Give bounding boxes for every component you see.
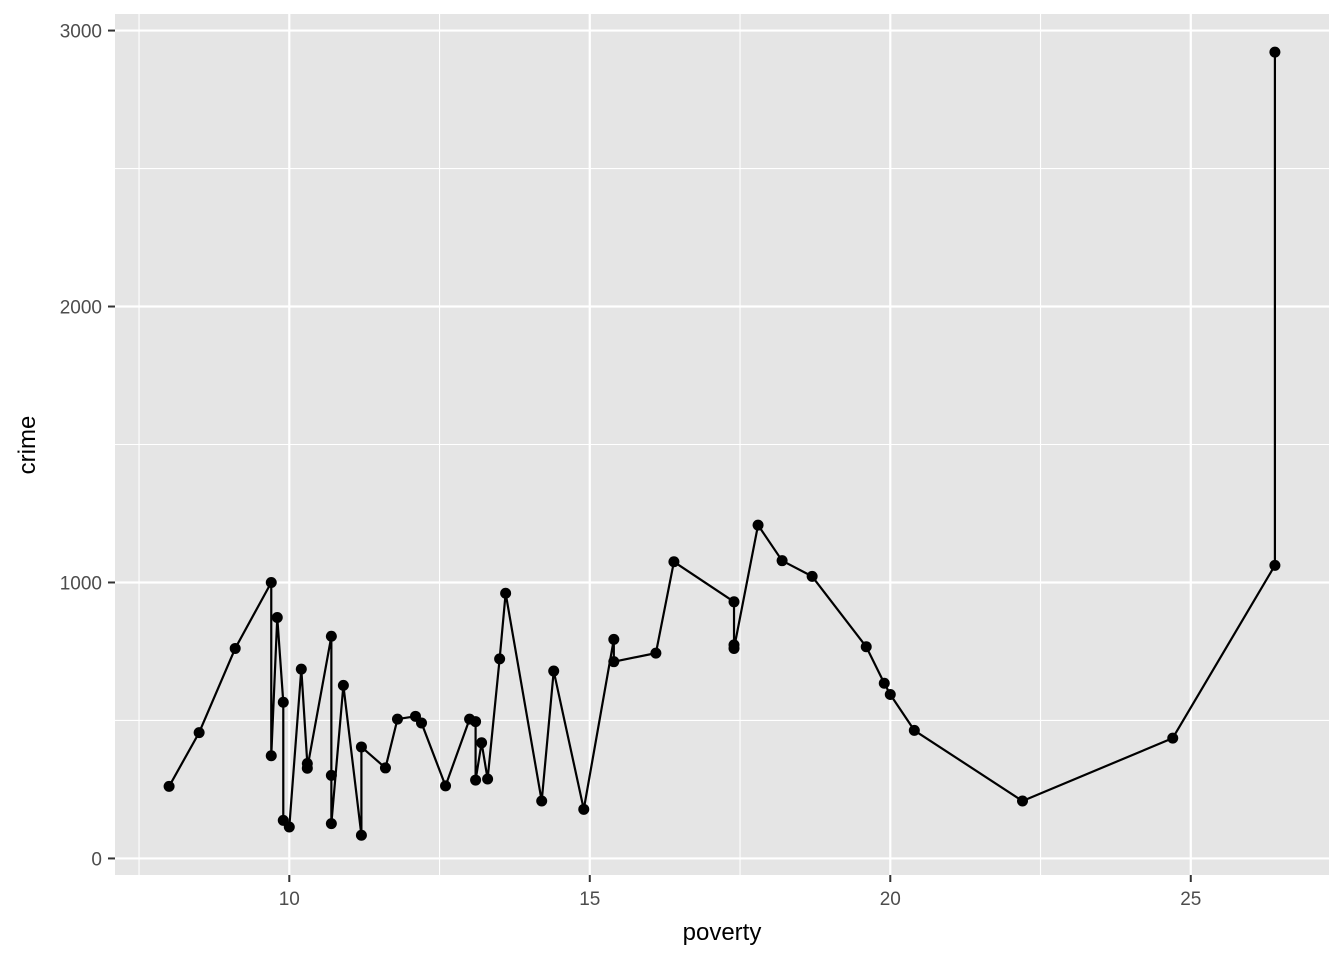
data-point	[265, 750, 277, 762]
data-point	[470, 774, 482, 786]
data-point	[908, 724, 920, 736]
data-point	[163, 780, 175, 792]
data-point	[860, 641, 872, 653]
y-tick-label: 2000	[60, 298, 102, 319]
data-point	[878, 677, 890, 689]
data-point	[1269, 46, 1281, 58]
x-tick-label: 25	[1180, 889, 1201, 910]
data-point	[355, 829, 367, 841]
data-point	[229, 642, 241, 654]
major-gridlines	[115, 14, 1329, 875]
y-axis-ticks: 0 1000 2000 3000	[60, 22, 115, 870]
x-tick-label: 20	[880, 889, 901, 910]
data-point	[1269, 559, 1281, 571]
data-point	[301, 762, 313, 774]
x-axis-ticks: 10 15 20 25	[279, 875, 1201, 910]
data-point	[806, 570, 818, 582]
data-point	[608, 656, 620, 668]
data-point	[1167, 732, 1179, 744]
data-point	[355, 741, 367, 753]
minor-gridlines	[115, 14, 1329, 875]
y-tick-label: 3000	[60, 22, 102, 43]
data-point	[728, 642, 740, 654]
data-point	[295, 663, 307, 675]
data-point	[325, 630, 337, 642]
data-point	[776, 555, 788, 567]
data-point	[500, 587, 512, 599]
x-tick-label: 10	[279, 889, 300, 910]
data-point	[668, 556, 680, 568]
data-series	[163, 46, 1281, 841]
data-point	[752, 519, 764, 531]
data-point	[391, 713, 403, 725]
data-point	[494, 653, 506, 665]
data-point	[578, 803, 590, 815]
data-point	[728, 596, 740, 608]
x-axis-title: poverty	[683, 919, 762, 946]
y-tick-label: 1000	[60, 573, 102, 594]
data-point	[476, 737, 488, 749]
data-point	[325, 818, 337, 830]
y-axis-title: crime	[14, 416, 41, 475]
y-tick-label: 0	[91, 849, 102, 870]
data-point	[271, 612, 283, 624]
data-point	[608, 633, 620, 645]
data-point	[536, 795, 548, 807]
data-point	[482, 773, 494, 785]
data-point	[416, 717, 427, 729]
data-point	[277, 696, 289, 708]
data-point	[283, 821, 295, 833]
data-point	[1017, 795, 1028, 807]
data-point	[337, 679, 349, 691]
data-point	[440, 780, 452, 792]
data-point	[193, 727, 205, 739]
data-point	[650, 647, 662, 659]
data-point	[265, 576, 277, 588]
data-point	[884, 689, 896, 701]
data-point	[470, 716, 482, 728]
x-tick-label: 15	[579, 889, 600, 910]
data-point	[548, 665, 560, 677]
data-point	[379, 762, 391, 774]
data-point	[325, 769, 337, 781]
